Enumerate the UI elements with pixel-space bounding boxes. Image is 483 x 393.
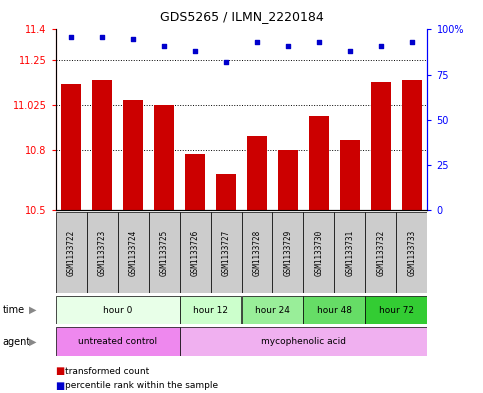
Bar (92, 80, 112, 210)
Text: GSM1133725: GSM1133725 (159, 230, 169, 275)
Bar (149, 212, 180, 293)
Text: ▶: ▶ (29, 336, 37, 347)
Text: GSM1133726: GSM1133726 (190, 230, 199, 275)
Text: GSM1133731: GSM1133731 (345, 230, 355, 275)
Text: agent: agent (2, 336, 30, 347)
Bar (366, 212, 397, 293)
Text: GSM1133729: GSM1133729 (284, 230, 293, 275)
Text: untreated control: untreated control (78, 337, 157, 346)
Text: GSM1133722: GSM1133722 (67, 230, 75, 275)
Text: transformed count: transformed count (65, 367, 149, 376)
Bar (117, 212, 149, 293)
Text: mycophenolic acid: mycophenolic acid (261, 337, 346, 346)
Point (408, 39, 416, 45)
Point (129, 35, 137, 42)
Point (160, 42, 168, 49)
Text: GSM1133727: GSM1133727 (222, 230, 230, 275)
Text: hour 12: hour 12 (193, 306, 228, 314)
Point (346, 48, 354, 54)
Bar (180, 296, 242, 324)
Bar (303, 212, 334, 293)
Bar (272, 212, 303, 293)
Text: hour 72: hour 72 (379, 306, 414, 314)
Bar (211, 212, 242, 293)
Bar (216, 174, 236, 210)
Bar (247, 136, 267, 210)
Text: hour 0: hour 0 (103, 306, 132, 314)
Bar (334, 212, 366, 293)
Point (191, 48, 199, 54)
Bar (303, 296, 366, 324)
Text: GSM1133728: GSM1133728 (253, 230, 261, 275)
Bar (56, 212, 86, 293)
Bar (56, 296, 180, 324)
Bar (86, 212, 117, 293)
Bar (278, 150, 298, 210)
Bar (340, 140, 360, 210)
Bar (397, 212, 427, 293)
Text: ▶: ▶ (29, 305, 37, 315)
Bar (371, 82, 391, 210)
Bar (242, 212, 272, 293)
Text: GDS5265 / ILMN_2220184: GDS5265 / ILMN_2220184 (159, 10, 324, 23)
Point (253, 39, 261, 45)
Text: ■: ■ (56, 381, 65, 391)
Text: hour 24: hour 24 (255, 306, 290, 314)
Bar (309, 116, 329, 210)
Bar (154, 105, 174, 210)
Text: percentile rank within the sample: percentile rank within the sample (65, 382, 218, 390)
Point (377, 42, 385, 49)
Text: time: time (2, 305, 25, 315)
Bar (242, 296, 303, 324)
Text: GSM1133733: GSM1133733 (408, 230, 416, 275)
Point (67, 33, 75, 40)
Point (98, 33, 106, 40)
Bar (402, 80, 422, 210)
Point (284, 42, 292, 49)
Text: GSM1133724: GSM1133724 (128, 230, 138, 275)
Bar (56, 327, 180, 356)
Point (222, 59, 230, 65)
Text: hour 48: hour 48 (317, 306, 352, 314)
Bar (180, 327, 427, 356)
Bar (123, 100, 143, 210)
Bar (366, 296, 427, 324)
Bar (61, 84, 81, 210)
Text: GSM1133730: GSM1133730 (314, 230, 324, 275)
Point (315, 39, 323, 45)
Bar (185, 154, 205, 210)
Bar (180, 212, 211, 293)
Text: GSM1133723: GSM1133723 (98, 230, 107, 275)
Text: ■: ■ (56, 366, 65, 376)
Text: GSM1133732: GSM1133732 (376, 230, 385, 275)
